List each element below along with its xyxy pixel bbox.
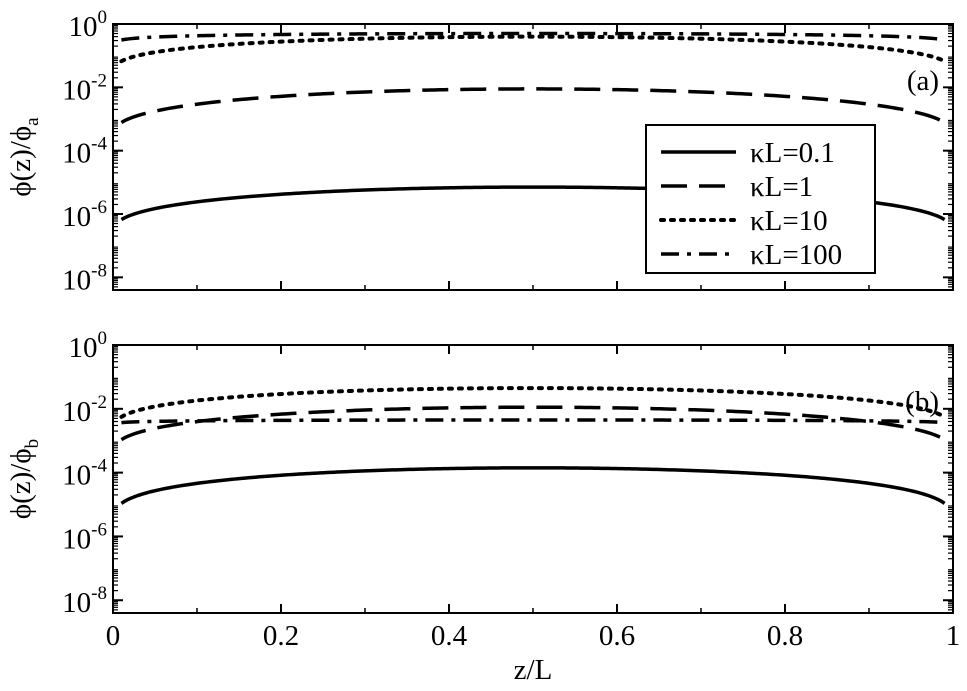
y-axis-label: ϕ(z)/ϕa [5,117,43,197]
y-tick-label: 10-6 [62,197,107,233]
x-tick-label: 1 [946,620,961,652]
x-axis-label: z/L [514,654,553,686]
x-tick-label: 0 [106,620,121,652]
y-tick-label: 10-4 [62,456,107,492]
y-tick-label: 10-2 [62,392,107,428]
x-tick-label: 0.4 [431,620,468,652]
y-tick-label: 10-4 [62,134,107,170]
y-tick-label: 10-6 [62,519,107,555]
series-line-0 [120,466,946,505]
legend-label-1: κL=1 [750,171,813,203]
x-tick-label: 0.6 [599,620,635,652]
series-line-1 [120,87,946,125]
series-line-1 [120,405,946,442]
series-line-3 [121,31,945,42]
series-line-2 [119,34,947,64]
y-tick-label: 100 [69,7,108,43]
series-line-3 [121,418,945,425]
panel-label: (b) [905,386,939,418]
y-axis-label: ϕ(z)/ϕb [5,439,43,519]
x-tick-label: 0.8 [767,620,803,652]
legend-label-0: κL=0.1 [750,137,835,169]
y-tick-label: 10-8 [62,260,107,296]
panel-label: (a) [907,65,939,97]
y-tick-label: 100 [69,328,108,364]
legend-label-2: κL=10 [750,205,828,237]
y-tick-label: 10-8 [62,583,107,619]
series-group [119,386,947,505]
legend-box [645,124,876,274]
y-tick-label: 10-2 [62,70,107,106]
x-tick-label: 0.2 [263,620,299,652]
panel-b: 0 0.2 0.4 0.6 0.8 1 100 10-2 10-4 10-6 10-8 ϕ(z)/ϕb… [5,328,960,686]
series-line-2 [119,386,947,419]
legend-label-3: κL=100 [750,239,842,271]
panel-a: 10010-210-410-610-8ϕ(z)/ϕa(a)κL=0.1κL=1κ… [5,7,954,296]
